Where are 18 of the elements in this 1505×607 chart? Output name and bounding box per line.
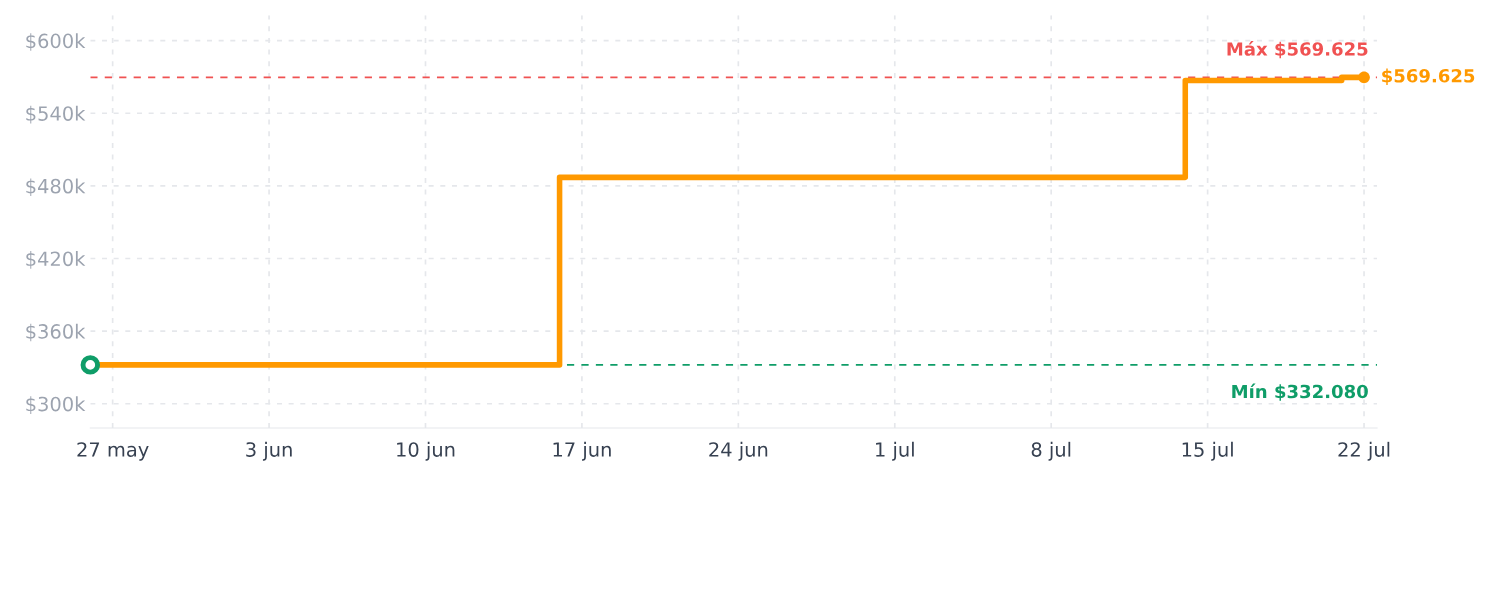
data-label: $569.625 (1382, 68, 1475, 85)
x-tick-label: 24 jun (709, 441, 768, 461)
ref-line-label: Mín $332.080 (1232, 383, 1368, 401)
ref-line-label: Máx $569.625 (1227, 41, 1368, 59)
x-tick-label: 22 jul (1338, 441, 1390, 461)
y-tick-label: $420k (26, 251, 86, 269)
y-tick-label: $300k (26, 396, 86, 414)
x-tick-label: 15 jul (1182, 441, 1233, 461)
y-tick-label: $540k (26, 105, 86, 124)
y-tick-label: $480k (26, 178, 86, 197)
y-tick-label: $600k (26, 33, 86, 51)
x-tick-label: 27 may (77, 442, 149, 461)
x-tick-label: 17 jun (553, 441, 611, 461)
y-tick-label: $360k (26, 323, 86, 342)
x-tick-label: 3 jun (246, 441, 292, 461)
x-tick-label: 8 jul (1031, 441, 1071, 461)
x-tick-label: 1 jul (876, 441, 914, 461)
x-tick-label: 10 jun (397, 441, 455, 461)
